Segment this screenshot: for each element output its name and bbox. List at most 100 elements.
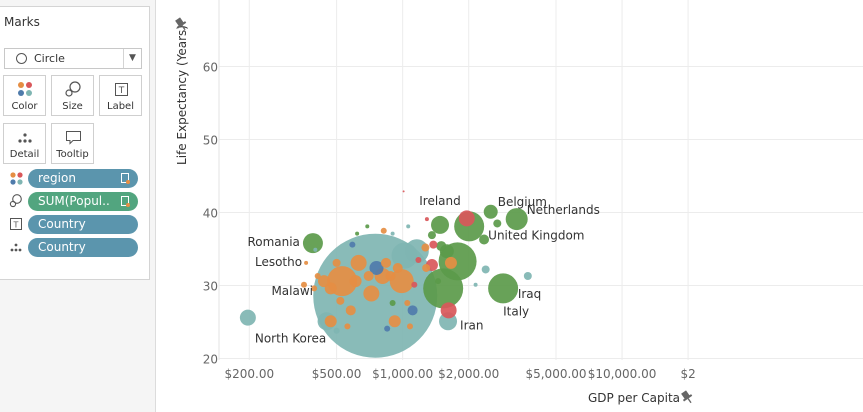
data-point[interactable] xyxy=(324,315,337,328)
point-lesotho[interactable] xyxy=(304,260,309,265)
data-point[interactable] xyxy=(363,271,374,282)
detail-dots-icon xyxy=(10,243,22,252)
x-axis-pin-icon[interactable] xyxy=(679,389,695,405)
data-point[interactable] xyxy=(479,234,490,245)
data-point[interactable] xyxy=(392,262,403,273)
data-point[interactable] xyxy=(429,240,438,249)
tooltip-button[interactable]: Tooltip xyxy=(51,123,94,164)
point-label: Malawi xyxy=(271,284,313,298)
point-ireland[interactable] xyxy=(431,215,450,234)
shelf-detail-country[interactable]: Country xyxy=(0,237,150,257)
point-label: United Kingdom xyxy=(488,228,584,242)
data-point[interactable] xyxy=(424,217,429,222)
data-point[interactable] xyxy=(458,210,475,227)
tooltip-bubble-icon xyxy=(66,131,81,145)
data-point[interactable] xyxy=(407,305,418,316)
color-dots-icon xyxy=(18,82,32,96)
shelf-label-country[interactable]: T Country xyxy=(0,214,150,234)
svg-text:T: T xyxy=(118,86,125,96)
data-point[interactable] xyxy=(444,256,457,269)
grid xyxy=(218,0,863,360)
data-point[interactable] xyxy=(415,256,422,263)
color-dots-icon xyxy=(10,172,23,185)
population-pill-label: SUM(Popul.. xyxy=(38,194,110,208)
data-point[interactable] xyxy=(355,231,360,236)
country-detail-pill[interactable]: Country xyxy=(28,238,138,257)
point-label: Belgium xyxy=(498,195,547,209)
data-point[interactable] xyxy=(388,315,401,328)
data-point[interactable] xyxy=(390,231,395,236)
mark-type-label: Circle xyxy=(34,52,65,65)
data-point[interactable] xyxy=(311,285,318,292)
data-point[interactable] xyxy=(427,231,436,240)
data-point[interactable] xyxy=(350,254,367,271)
point-romania[interactable] xyxy=(302,233,323,254)
x-tick-label: $200.00 xyxy=(224,367,274,381)
data-point[interactable] xyxy=(422,263,431,272)
point-belgium[interactable] xyxy=(483,204,498,219)
data-point[interactable] xyxy=(385,271,396,282)
data-point[interactable] xyxy=(381,257,392,268)
tooltip-button-label: Tooltip xyxy=(56,149,89,160)
data-point[interactable] xyxy=(313,247,318,252)
y-tick-label: 30 xyxy=(203,280,218,294)
data-point[interactable] xyxy=(333,327,340,334)
data-point[interactable] xyxy=(332,258,341,267)
point-label: Iraq xyxy=(518,287,541,301)
data-point[interactable] xyxy=(493,219,502,228)
mark-type-dropdown[interactable]: Circle ▼ xyxy=(4,48,142,69)
data-point[interactable] xyxy=(384,325,391,332)
point-north-korea[interactable] xyxy=(239,309,256,326)
y-axis-pin-icon[interactable] xyxy=(173,16,189,32)
point-italy[interactable] xyxy=(488,273,519,304)
point-iraq[interactable] xyxy=(523,272,532,281)
data-point[interactable] xyxy=(404,300,411,307)
data-point[interactable] xyxy=(406,224,411,229)
svg-text:T: T xyxy=(13,221,19,230)
text-label-icon: T xyxy=(10,218,22,230)
marks-title: Marks xyxy=(4,15,40,29)
region-pill[interactable]: region xyxy=(28,169,138,188)
shelf-color-region[interactable]: region xyxy=(0,168,150,188)
table-calc-icon xyxy=(121,173,130,184)
data-point[interactable] xyxy=(389,300,396,307)
data-point[interactable] xyxy=(300,281,307,288)
data-point[interactable] xyxy=(481,265,490,274)
label-button[interactable]: T Label xyxy=(99,75,142,116)
data-point[interactable] xyxy=(411,281,418,288)
x-tick-label: $2 xyxy=(680,367,695,381)
data-point[interactable] xyxy=(435,278,442,285)
data-point[interactable] xyxy=(363,285,380,302)
data-point[interactable] xyxy=(436,241,447,252)
point-netherlands[interactable] xyxy=(505,208,528,231)
data-point[interactable] xyxy=(344,323,351,330)
size-button-label: Size xyxy=(62,101,83,112)
data-point[interactable] xyxy=(349,275,362,288)
x-tick-label: $2,000.00 xyxy=(438,367,499,381)
data-point[interactable] xyxy=(473,282,478,287)
data-point[interactable] xyxy=(389,269,414,294)
country-label-pill[interactable]: Country xyxy=(28,215,138,234)
data-point[interactable] xyxy=(345,305,356,316)
data-point[interactable] xyxy=(380,227,387,234)
data-point[interactable] xyxy=(369,260,384,275)
point-malawi[interactable] xyxy=(317,275,330,288)
color-button[interactable]: Color xyxy=(3,75,46,116)
x-tick-label: $1,000.00 xyxy=(372,367,433,381)
data-point[interactable] xyxy=(349,241,356,248)
size-circles-icon xyxy=(65,81,81,97)
data-point[interactable] xyxy=(402,190,405,193)
data-point[interactable] xyxy=(421,243,430,252)
point-label: North Korea xyxy=(255,332,326,346)
shelf-size-population[interactable]: SUM(Popul.. xyxy=(0,191,150,211)
data-point[interactable] xyxy=(440,302,457,319)
data-point[interactable] xyxy=(314,273,321,280)
data-point[interactable] xyxy=(336,296,345,305)
population-pill[interactable]: SUM(Popul.. xyxy=(28,192,138,211)
detail-button[interactable]: Detail xyxy=(3,123,46,164)
data-point[interactable] xyxy=(365,224,370,229)
chevron-down-icon[interactable]: ▼ xyxy=(123,49,141,68)
data-point[interactable] xyxy=(406,323,413,330)
size-button[interactable]: Size xyxy=(51,75,94,116)
